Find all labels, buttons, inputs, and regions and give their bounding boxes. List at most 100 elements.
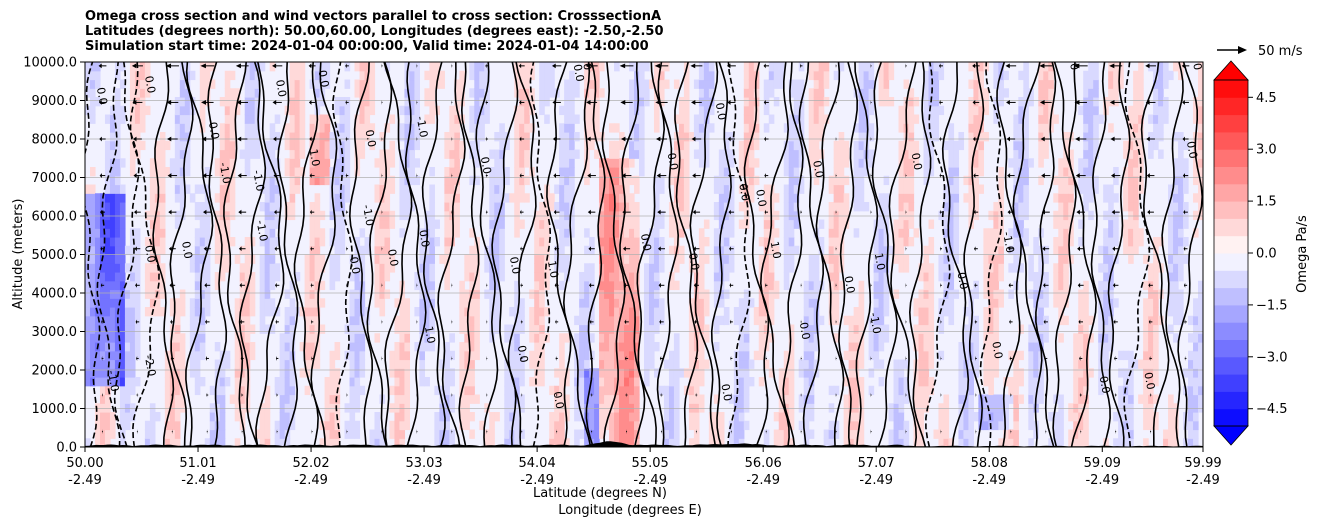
field-cell [713,263,720,273]
field-cell [748,158,755,168]
field-cell [788,184,795,194]
field-cell [494,167,500,177]
field-cell [1038,254,1044,264]
field-cell [609,254,615,264]
field-cell [599,272,605,282]
field-cell [993,280,999,291]
field-cell [429,193,435,203]
field-cell [1118,420,1124,431]
field-cell [519,298,525,308]
field-cell [983,412,989,422]
field-cell [604,403,610,413]
field-cell [254,79,261,89]
field-cell [609,359,615,369]
field-cell [1038,140,1044,151]
field-cell [269,307,276,317]
field-cell [624,254,630,264]
field-cell [629,202,635,212]
field-cell [374,219,381,229]
field-cell [1023,62,1029,72]
field-cell [1158,237,1164,247]
field-cell [738,412,745,422]
field-cell [134,263,141,273]
field-cell [644,359,650,369]
field-cell [1128,193,1134,203]
field-cell [159,167,166,177]
field-cell [1198,149,1203,159]
field-cell [928,350,935,361]
field-cell [289,368,296,378]
field-cell [1003,70,1009,81]
field-cell [708,70,715,81]
field-cell [634,324,640,334]
field-cell [389,114,396,124]
field-cell [903,237,910,247]
field-cell [224,228,231,238]
field-cell [813,342,820,352]
field-cell [614,263,620,273]
field-cell [873,342,880,352]
field-cell [898,245,905,256]
field-cell [569,175,575,186]
field-cell [239,263,246,273]
field-cell [419,368,425,378]
field-cell [134,140,141,151]
field-cell [1043,62,1049,72]
field-cell [219,272,226,282]
field-cell [549,88,555,98]
field-cell [1028,403,1034,413]
field-cell [1053,193,1059,203]
field-cell [773,97,780,107]
field-cell [239,368,246,378]
field-cell [943,403,950,413]
field-cell [1103,289,1109,299]
field-cell [469,263,475,273]
field-cell [589,70,595,81]
field-cell [883,289,890,299]
field-cell [319,324,326,334]
field-cell [629,114,635,124]
field-cell [948,315,955,326]
field-cell [763,228,770,238]
field-cell [429,342,435,352]
field-cell [354,403,361,413]
field-cell [439,420,445,431]
field-cell [124,289,131,299]
field-cell [1073,429,1079,439]
field-cell [743,114,750,124]
field-cell [534,342,540,352]
field-cell [678,167,685,177]
field-cell [858,394,865,404]
field-cell [1083,88,1089,98]
field-cell [853,420,860,431]
field-cell [1048,123,1054,133]
field-cell [554,368,560,378]
field-cell [454,132,460,142]
field-cell [234,298,241,308]
field-cell [818,237,825,247]
field-cell [1153,79,1159,89]
field-cell [519,70,525,81]
field-cell [354,394,361,404]
field-cell [179,167,186,177]
field-cell [868,324,875,334]
field-cell [434,62,440,72]
field-cell [519,158,525,168]
field-cell [524,193,530,203]
field-cell [653,70,660,81]
field-cell [604,298,610,308]
field-cell [973,184,979,194]
field-cell [883,193,890,203]
field-cell [1198,333,1203,343]
field-cell [85,193,91,203]
field-cell [678,184,685,194]
field-cell [429,263,435,273]
field-cell [1013,394,1019,404]
field-cell [973,123,979,133]
contour-line [636,62,666,447]
field-cell [663,412,670,422]
field-cell [973,79,979,89]
field-cell [743,350,750,361]
field-cell [858,429,865,439]
field-cell [878,97,885,107]
